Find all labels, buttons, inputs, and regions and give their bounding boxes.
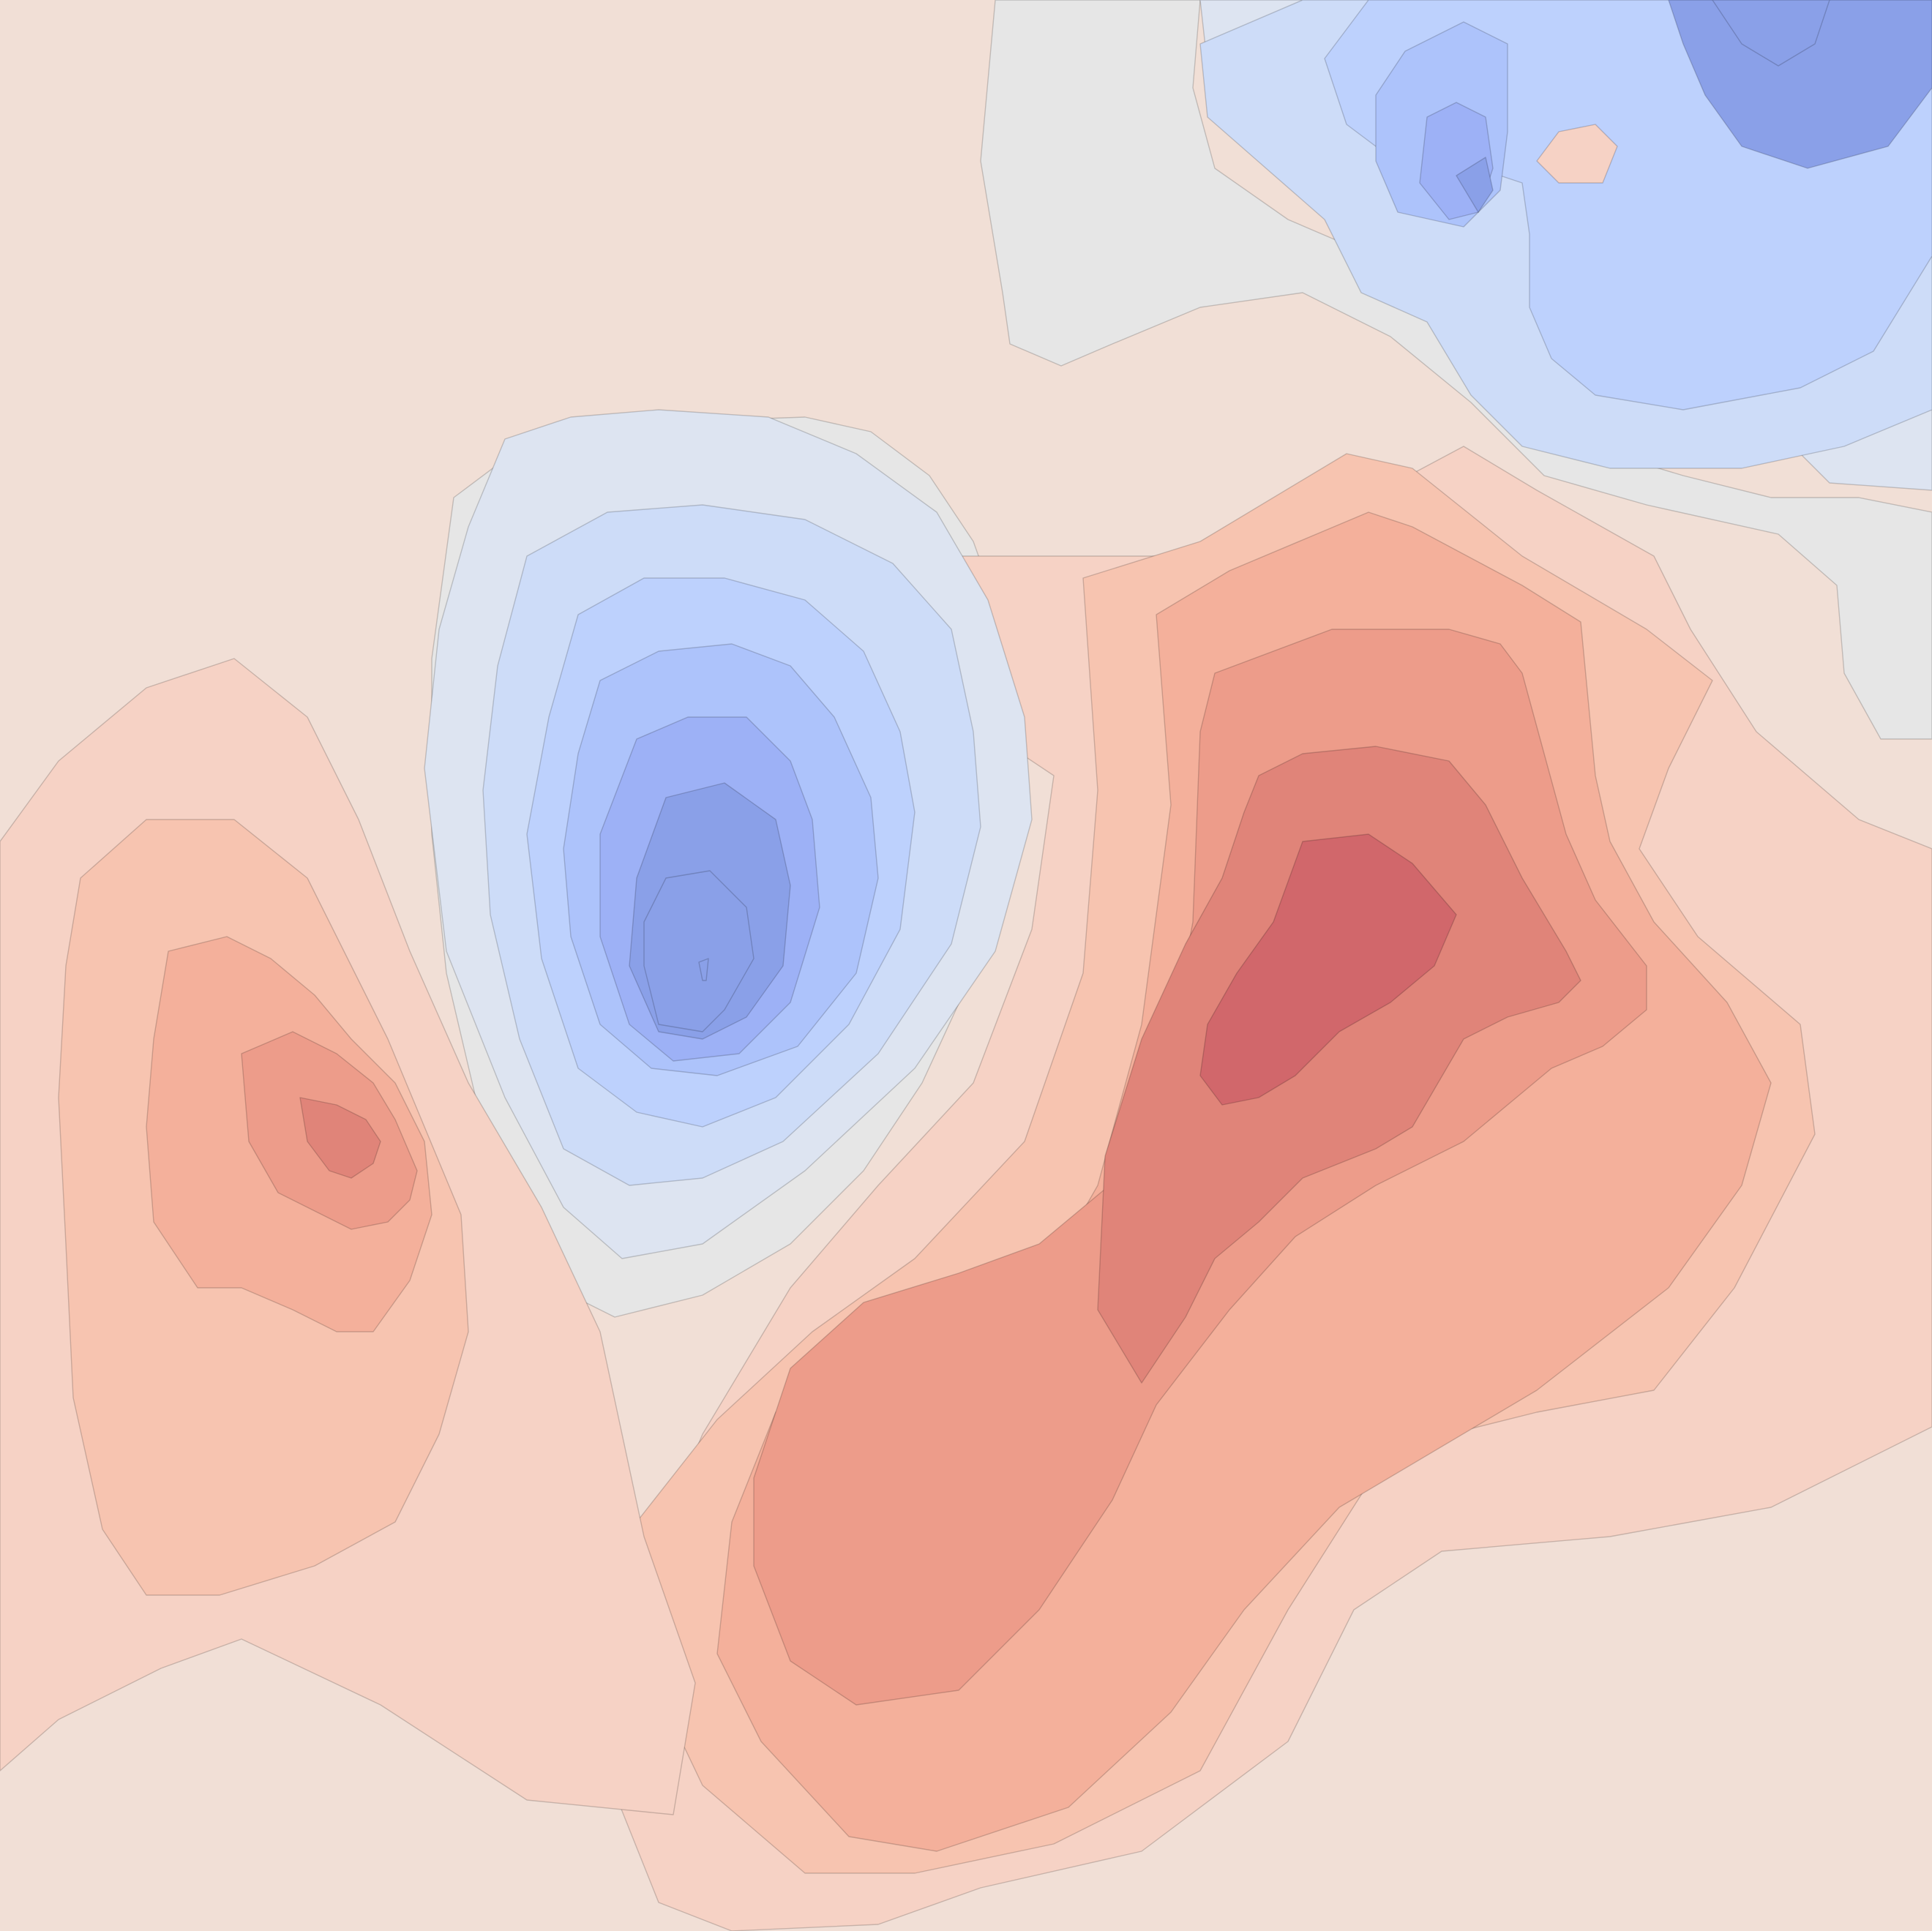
contour-band-max-right-center-4 bbox=[1097, 746, 1581, 1384]
contour-band-min-center-6 bbox=[643, 870, 755, 1032]
contour-band-max-left-4 bbox=[299, 1097, 381, 1179]
contour-band-max-right-center-5 bbox=[1199, 833, 1457, 1106]
contour-band-min-top-right-6 bbox=[1668, 0, 1932, 169]
contour-band-max-top-right-0 bbox=[1536, 124, 1618, 184]
contour-band-min-center-7 bbox=[698, 958, 709, 981]
contour-band-min-top-right-7 bbox=[1712, 0, 1830, 67]
contour-band-min-top-right-5 bbox=[1456, 157, 1494, 213]
